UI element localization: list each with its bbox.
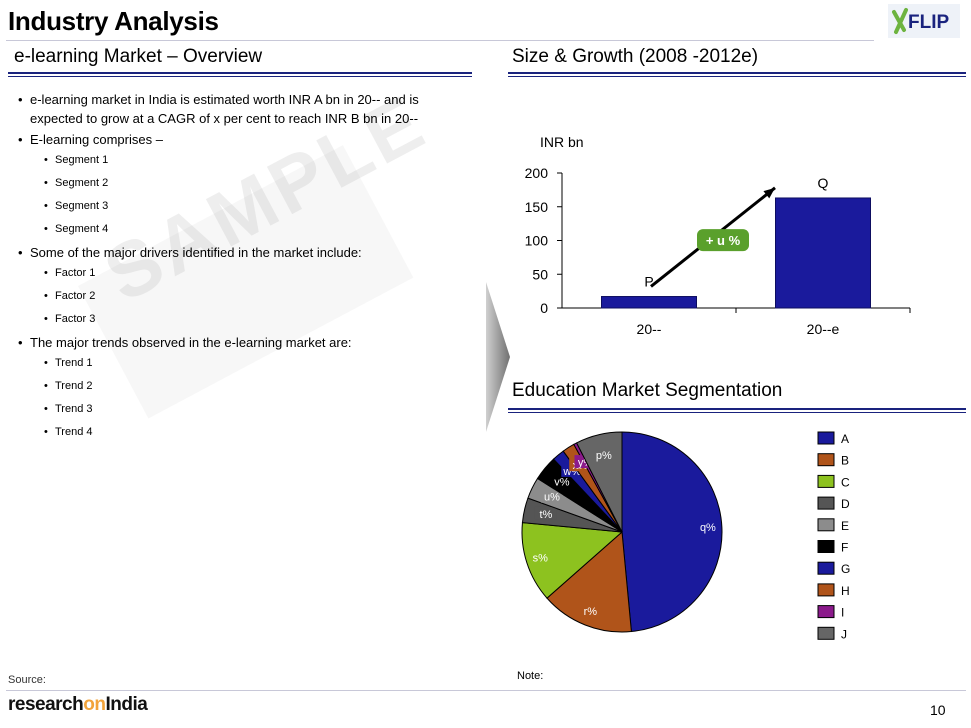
section-arrow-icon	[486, 282, 510, 432]
growth-arrow-head	[763, 187, 775, 199]
legend-label: B	[841, 454, 849, 468]
pie-slice	[575, 431, 623, 533]
source-label: Source:	[8, 674, 46, 686]
bar	[601, 296, 697, 309]
pie-data-label: u%	[544, 492, 560, 504]
sub-bullet-segment: Segment 2	[18, 172, 458, 195]
sub-bullet-segment: Segment 3	[18, 195, 458, 218]
bullet-market-size: e-learning market in India is estimated …	[18, 90, 458, 128]
x-tick-label: 20--	[637, 321, 662, 337]
segmentation-heading: Education Market Segmentation	[512, 380, 783, 401]
sub-bullet-segment: Segment 1	[18, 149, 458, 172]
research-on-india-logo: researchonIndia	[8, 694, 148, 722]
pie-label-background	[534, 506, 557, 520]
sub-bullet-factor: Factor 3	[18, 308, 458, 331]
legend-swatch	[817, 431, 835, 445]
bullet-trends: The major trends observed in the e-learn…	[18, 333, 458, 352]
pie-data-label: q%	[700, 522, 716, 534]
overview-divider	[8, 72, 472, 77]
legend-label: F	[841, 541, 848, 555]
pie-slice	[546, 530, 632, 633]
y-axis-label: INR bn	[540, 134, 584, 150]
page-number: 10	[930, 702, 946, 718]
pie-data-label: p%	[596, 450, 612, 462]
legend-label: A	[841, 432, 849, 446]
legend-swatch	[817, 518, 835, 532]
overview-heading: e-learning Market – Overview	[14, 46, 263, 67]
flip-logo-text: FLIP	[908, 12, 949, 33]
y-tick-label: 50	[532, 266, 548, 282]
data-label: Q	[818, 175, 829, 191]
sub-bullet-trend: Trend 3	[18, 398, 458, 421]
logo-part-research: research	[8, 694, 84, 715]
legend-swatch	[817, 605, 835, 619]
sub-bullet-trend: Trend 4	[18, 421, 458, 444]
size-growth-chart: INR bn 0 50 100 150 200 20-- P 20--e Q + u %	[525, 134, 911, 337]
bullet-drivers: Some of the major drivers identified in …	[18, 243, 458, 262]
pie-label-background	[540, 489, 563, 503]
bar	[775, 197, 871, 309]
overview-bullets: e-learning market in India is estimated …	[18, 88, 458, 444]
y-tick-label: 0	[540, 300, 548, 316]
legend-label: C	[841, 475, 850, 489]
x-tick-label: 20--e	[807, 321, 840, 337]
legend-label: H	[841, 584, 850, 598]
note-label: Note:	[517, 670, 544, 682]
pie-slice	[621, 431, 723, 633]
title-divider	[6, 40, 874, 41]
sub-bullet-trend: Trend 2	[18, 375, 458, 398]
sub-bullet-factor: Factor 1	[18, 262, 458, 285]
footer-divider	[6, 690, 966, 691]
sub-bullet-trend: Trend 1	[18, 352, 458, 375]
size-growth-divider	[508, 72, 966, 77]
legend-label: I	[841, 606, 844, 620]
size-growth-heading: Size & Growth (2008 -2012e)	[512, 46, 759, 67]
pie-data-label: r%	[584, 606, 598, 618]
pie-slice	[521, 522, 624, 599]
logo-part-india: India	[105, 694, 148, 715]
legend-swatch	[817, 540, 835, 553]
pie-label-background	[550, 474, 573, 488]
pie-data-label: t%	[539, 509, 552, 521]
legend-swatch	[817, 453, 835, 467]
logo-part-on: on	[83, 694, 106, 715]
flip-logo-mark	[892, 8, 908, 34]
growth-badge	[697, 229, 749, 252]
pie-data-label: v%	[554, 476, 570, 488]
page-title: Industry Analysis	[8, 6, 219, 36]
flip-logo: FLIP	[888, 4, 960, 38]
y-tick-label: 100	[525, 233, 549, 249]
legend-swatch	[817, 626, 835, 640]
y-tick-label: 200	[525, 165, 549, 181]
y-tick-label: 150	[525, 199, 549, 215]
legend-swatch	[817, 583, 835, 597]
bullet-comprises: E-learning comprises –	[18, 130, 458, 149]
legend-label: D	[841, 497, 850, 511]
legend-label: G	[841, 562, 850, 576]
sub-bullet-factor: Factor 2	[18, 285, 458, 308]
legend-label: J	[841, 627, 847, 641]
segmentation-divider	[508, 408, 966, 413]
legend-label: E	[841, 519, 849, 533]
sub-bullet-segment: Segment 4	[18, 218, 458, 241]
growth-badge-label: + u %	[706, 233, 741, 248]
legend-swatch	[817, 496, 835, 510]
data-label: P	[644, 274, 653, 290]
legend-swatch	[817, 561, 835, 575]
pie-data-label: s%	[533, 553, 549, 565]
legend-swatch	[817, 474, 835, 488]
